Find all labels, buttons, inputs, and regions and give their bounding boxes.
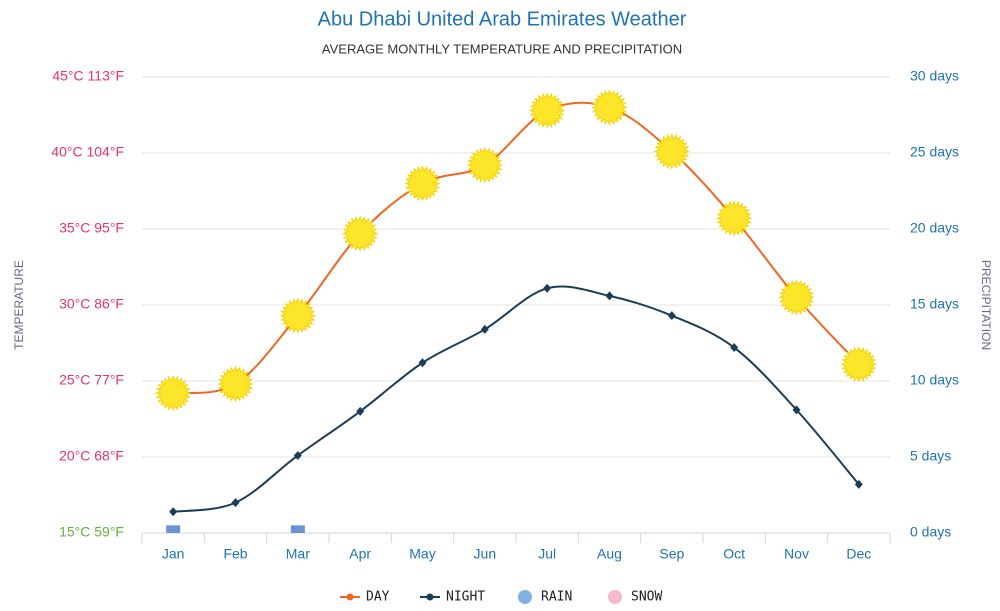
point (605, 291, 614, 301)
chart-title: Abu Dhabi United Arab Emirates Weather (318, 8, 687, 30)
y2-tick-label: 25 days (910, 144, 959, 160)
y-axis-label: TEMPERATURE (12, 260, 26, 350)
sun-marker (591, 89, 628, 126)
legend-label: NIGHT (446, 590, 485, 605)
x-tick-label: Jul (538, 546, 556, 562)
x-tick-label: May (409, 546, 435, 562)
x-tick-label: Apr (349, 546, 371, 562)
y-tick-label: 35°C 95°F (59, 220, 124, 236)
legend-label: DAY (366, 590, 390, 605)
y2-tick-label: 0 days (910, 524, 951, 540)
line (173, 285, 860, 513)
x-tick-label: Jun (474, 546, 497, 562)
y-tick-label: 25°C 77°F (59, 372, 124, 388)
point (543, 283, 552, 293)
chart-subtitle: AVERAGE MONTHLY TEMPERATURE AND PRECIPIT… (322, 41, 682, 56)
y-tick-label: 45°C 113°F (52, 68, 124, 84)
sun-marker (778, 279, 815, 316)
point (169, 507, 178, 517)
x-tick-label: Sep (659, 546, 684, 562)
x-tick-label: Jan (162, 546, 185, 562)
point (480, 324, 489, 334)
legend-symbol (608, 590, 622, 604)
y2-axis-label: PRECIPITATION (979, 260, 993, 350)
x-tick-label: Aug (597, 546, 622, 562)
y-tick-label: 20°C 68°F (59, 448, 124, 464)
y-tick-label: 30°C 86°F (59, 296, 124, 312)
sun-marker (217, 365, 254, 403)
sun-marker (404, 165, 441, 202)
legend-label: RAIN (541, 590, 572, 605)
x-tick-label: Oct (723, 546, 745, 562)
point (231, 498, 240, 508)
point (854, 479, 863, 489)
legend-label: SNOW (631, 590, 662, 605)
legend-symbol (346, 593, 354, 601)
sun-marker (279, 297, 316, 334)
precip-bar (166, 525, 181, 533)
point (792, 405, 801, 415)
y2-tick-label: 15 days (910, 296, 959, 312)
legend: DAY NIGHT RAIN SNOW (340, 590, 662, 605)
precip-bar (290, 525, 305, 533)
x-tick-label: Dec (846, 546, 871, 562)
point (418, 358, 427, 368)
sun-marker (716, 200, 753, 237)
x-tick-label: Feb (223, 546, 247, 562)
x-tick-label: Mar (286, 546, 310, 562)
point (356, 406, 365, 416)
legend-symbol (426, 593, 434, 601)
sun-marker (529, 92, 566, 129)
sun-marker (653, 133, 690, 170)
legend-symbol (518, 590, 532, 604)
sun-marker (155, 375, 192, 412)
point (730, 343, 739, 353)
y2-tick-label: 10 days (910, 372, 959, 388)
sun-marker (466, 147, 503, 184)
x-tick-label: Nov (784, 546, 809, 562)
y2-tick-label: 30 days (910, 68, 959, 84)
y-tick-label: 15°C 59°F (59, 524, 124, 540)
y-tick-label: 40°C 104°F (51, 144, 124, 160)
y2-tick-label: 5 days (910, 448, 951, 464)
sun-marker (840, 346, 877, 383)
line (173, 101, 860, 395)
point (667, 311, 676, 321)
point (293, 450, 302, 460)
y2-tick-label: 20 days (910, 220, 959, 236)
sun-marker (342, 215, 379, 252)
